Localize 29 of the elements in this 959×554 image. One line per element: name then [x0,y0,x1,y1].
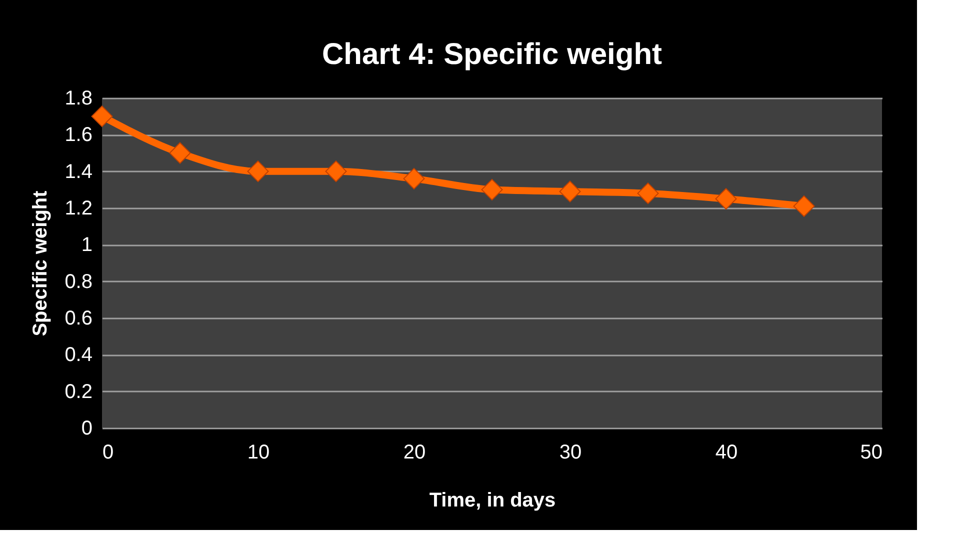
x-tick-label: 40 [715,442,738,464]
x-tick-label: 0 [102,442,114,464]
y-tick-label: 0.8 [64,270,92,293]
y-axis-title: Specific weight [30,190,52,336]
point [793,195,815,217]
point [91,106,113,128]
point [715,188,737,210]
point [169,142,191,164]
point [481,178,503,200]
y-tick-label: 1 [81,234,92,256]
y-tick-label: 1.4 [64,160,92,183]
y-tick-label: 1.2 [64,198,92,220]
y-tick-label: 1.8 [64,88,92,110]
point [559,180,581,202]
x-tick-label: 50 [860,442,882,464]
x-tick-label: 30 [559,442,582,464]
y-tick-label: 0.2 [64,380,92,403]
x-tick-label: 20 [403,442,426,464]
point [325,160,347,182]
point [403,168,425,190]
chart-title: Chart 4: Specific weight [322,38,662,71]
point [247,160,269,182]
y-tick-label: 0 [81,418,92,440]
y-tick-label: 0.6 [64,308,92,330]
y-tick-label: 1.6 [64,124,92,146]
point [637,182,659,204]
x-axis-title: Time, in days [429,490,556,512]
y-tick-label: 0.4 [64,344,92,366]
x-tick-label: 10 [247,442,270,464]
